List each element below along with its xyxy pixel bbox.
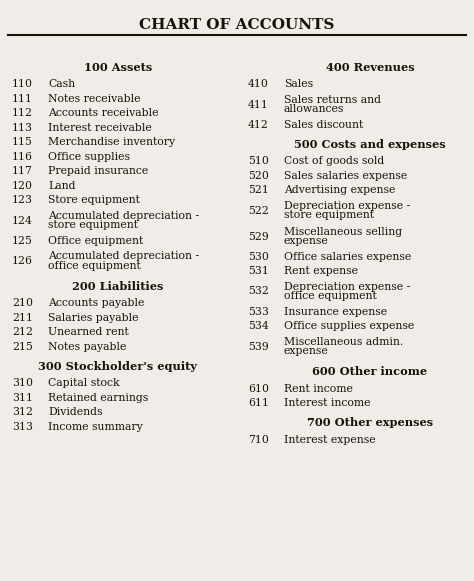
Text: 111: 111 bbox=[12, 94, 33, 104]
Text: expense: expense bbox=[284, 346, 329, 356]
Text: 110: 110 bbox=[12, 79, 33, 89]
Text: Office salaries expense: Office salaries expense bbox=[284, 252, 411, 262]
Text: 313: 313 bbox=[12, 422, 33, 432]
Text: 312: 312 bbox=[12, 407, 33, 417]
Text: 510: 510 bbox=[248, 156, 269, 166]
Text: 610: 610 bbox=[248, 383, 269, 394]
Text: Cash: Cash bbox=[48, 79, 75, 89]
Text: Depreciation expense -: Depreciation expense - bbox=[284, 201, 410, 211]
Text: 530: 530 bbox=[248, 252, 269, 262]
Text: 311: 311 bbox=[12, 393, 33, 403]
Text: 200 Liabilities: 200 Liabilities bbox=[73, 281, 164, 292]
Text: Interest expense: Interest expense bbox=[284, 435, 375, 444]
Text: 123: 123 bbox=[12, 195, 33, 205]
Text: 125: 125 bbox=[12, 236, 33, 246]
Text: allowances: allowances bbox=[284, 104, 345, 114]
Text: 215: 215 bbox=[12, 342, 33, 352]
Text: Sales returns and: Sales returns and bbox=[284, 95, 381, 105]
Text: 411: 411 bbox=[248, 99, 269, 109]
Text: Merchandise inventory: Merchandise inventory bbox=[48, 137, 175, 147]
Text: 126: 126 bbox=[12, 256, 33, 266]
Text: 100 Assets: 100 Assets bbox=[84, 62, 152, 73]
Text: 600 Other income: 600 Other income bbox=[312, 366, 428, 377]
Text: 113: 113 bbox=[12, 123, 33, 132]
Text: Miscellaneous selling: Miscellaneous selling bbox=[284, 227, 402, 237]
Text: Interest income: Interest income bbox=[284, 398, 371, 408]
Text: Sales discount: Sales discount bbox=[284, 120, 363, 130]
Text: Office equipment: Office equipment bbox=[48, 236, 143, 246]
Text: 710: 710 bbox=[248, 435, 269, 444]
Text: Accumulated depreciation -: Accumulated depreciation - bbox=[48, 252, 199, 261]
Text: expense: expense bbox=[284, 236, 329, 246]
Text: Notes receivable: Notes receivable bbox=[48, 94, 140, 104]
Text: office equipment: office equipment bbox=[48, 261, 141, 271]
Text: Office supplies: Office supplies bbox=[48, 152, 130, 162]
Text: Capital stock: Capital stock bbox=[48, 378, 119, 388]
Text: Sales: Sales bbox=[284, 79, 313, 89]
Text: 500 Costs and expenses: 500 Costs and expenses bbox=[294, 139, 446, 149]
Text: Prepaid insurance: Prepaid insurance bbox=[48, 166, 148, 176]
Text: 116: 116 bbox=[12, 152, 33, 162]
Text: 533: 533 bbox=[248, 307, 269, 317]
Text: 117: 117 bbox=[12, 166, 33, 176]
Text: Dividends: Dividends bbox=[48, 407, 102, 417]
Text: Depreciation expense -: Depreciation expense - bbox=[284, 282, 410, 292]
Text: 534: 534 bbox=[248, 321, 269, 331]
Text: Accumulated depreciation -: Accumulated depreciation - bbox=[48, 211, 199, 221]
Text: 700 Other expenses: 700 Other expenses bbox=[307, 417, 433, 428]
Text: 115: 115 bbox=[12, 137, 33, 147]
Text: Notes payable: Notes payable bbox=[48, 342, 127, 352]
Text: Office supplies expense: Office supplies expense bbox=[284, 321, 414, 331]
Text: Miscellaneous admin.: Miscellaneous admin. bbox=[284, 337, 403, 347]
Text: 410: 410 bbox=[248, 79, 269, 89]
Text: 211: 211 bbox=[12, 313, 33, 323]
Text: Land: Land bbox=[48, 181, 75, 191]
Text: CHART OF ACCOUNTS: CHART OF ACCOUNTS bbox=[139, 18, 335, 32]
Text: Rent income: Rent income bbox=[284, 383, 353, 394]
Text: 532: 532 bbox=[248, 286, 269, 296]
Text: Advertising expense: Advertising expense bbox=[284, 185, 395, 195]
Text: 412: 412 bbox=[248, 120, 269, 130]
Text: 120: 120 bbox=[12, 181, 33, 191]
Text: Unearned rent: Unearned rent bbox=[48, 327, 129, 337]
Text: 529: 529 bbox=[248, 231, 269, 242]
Text: Accounts payable: Accounts payable bbox=[48, 298, 145, 309]
Text: 300 Stockholder's equity: 300 Stockholder's equity bbox=[38, 361, 198, 372]
Text: store equipment: store equipment bbox=[284, 210, 374, 220]
Text: store equipment: store equipment bbox=[48, 220, 138, 230]
Text: Cost of goods sold: Cost of goods sold bbox=[284, 156, 384, 166]
Text: 112: 112 bbox=[12, 108, 33, 119]
Text: 400 Revenues: 400 Revenues bbox=[326, 62, 414, 73]
Text: Store equipment: Store equipment bbox=[48, 195, 140, 205]
Text: office equipment: office equipment bbox=[284, 291, 377, 301]
Text: 124: 124 bbox=[12, 216, 33, 225]
Text: 310: 310 bbox=[12, 378, 33, 388]
Text: Retained earnings: Retained earnings bbox=[48, 393, 148, 403]
Text: 522: 522 bbox=[248, 206, 269, 216]
Text: 212: 212 bbox=[12, 327, 33, 337]
Text: Accounts receivable: Accounts receivable bbox=[48, 108, 158, 119]
Text: 210: 210 bbox=[12, 298, 33, 309]
Text: Insurance expense: Insurance expense bbox=[284, 307, 387, 317]
Text: Interest receivable: Interest receivable bbox=[48, 123, 152, 132]
Text: Rent expense: Rent expense bbox=[284, 266, 358, 276]
Text: 531: 531 bbox=[248, 266, 269, 276]
Text: Sales salaries expense: Sales salaries expense bbox=[284, 171, 407, 181]
Text: Salaries payable: Salaries payable bbox=[48, 313, 138, 323]
Text: 539: 539 bbox=[248, 342, 269, 352]
Text: 611: 611 bbox=[248, 398, 269, 408]
Text: 521: 521 bbox=[248, 185, 269, 195]
Text: 520: 520 bbox=[248, 171, 269, 181]
Text: Income summary: Income summary bbox=[48, 422, 143, 432]
